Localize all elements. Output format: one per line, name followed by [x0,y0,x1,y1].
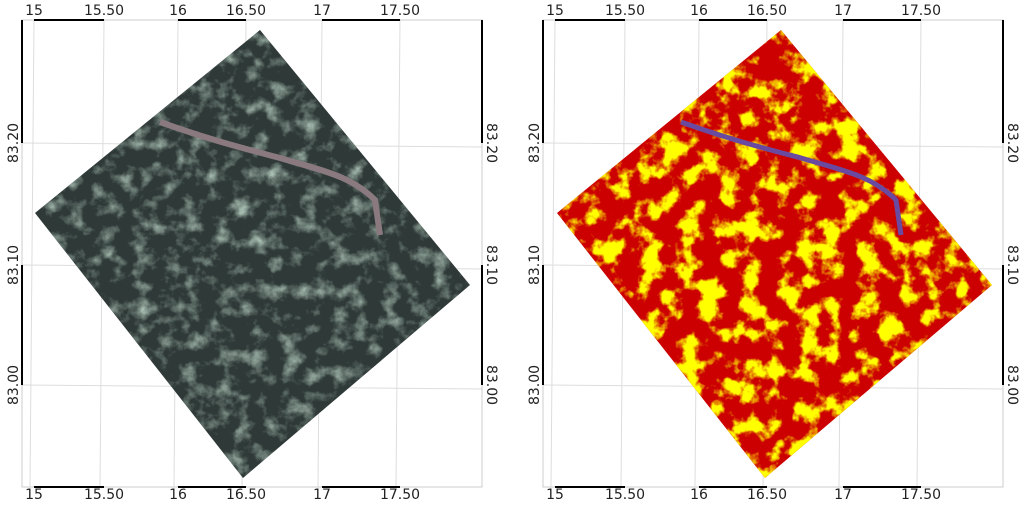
lon-label: 16.50 [747,487,787,503]
lon-label: 15.50 [605,487,645,503]
map-frame [542,19,1004,488]
lat-label: 83.00 [1004,365,1020,405]
lat-label: 83.20 [483,123,499,163]
graticule [550,19,556,488]
lat-label: 83.10 [6,245,22,285]
lon-label: 15 [546,3,564,19]
lon-label: 16 [690,3,708,19]
lat-label: 83.20 [1004,123,1020,163]
lat-label: 83.00 [483,365,499,405]
lon-label: 17 [834,3,852,19]
lat-label: 83.10 [527,245,543,285]
lat-label: 83.20 [6,123,22,163]
lon-label: 15.50 [84,487,124,503]
lat-label: 83.00 [6,365,22,405]
map-frame [21,19,483,488]
class-texture [557,30,992,478]
lon-label: 17.50 [901,3,941,19]
river [158,119,383,236]
lon-label: 15 [546,487,564,503]
lon-label: 17 [834,487,852,503]
lon-label: 17.50 [380,487,420,503]
river [680,119,904,236]
lon-label: 15 [25,487,43,503]
lon-label: 17.50 [901,487,941,503]
lon-label: 15.50 [84,3,124,19]
graticule [29,19,35,488]
lon-label: 15 [25,3,43,19]
lon-label: 15.50 [605,3,645,19]
lat-label: 83.10 [1004,245,1020,285]
lon-label: 17.50 [380,3,420,19]
lon-label: 17 [313,3,331,19]
image-texture [35,30,470,478]
lat-label: 83.10 [483,245,499,285]
lon-label: 16 [169,3,187,19]
lon-label: 16.50 [226,487,266,503]
lat-label: 83.20 [527,123,543,163]
lon-label: 17 [313,487,331,503]
lon-label: 16 [690,487,708,503]
lon-label: 16 [169,487,187,503]
lat-label: 83.00 [527,365,543,405]
lon-label: 16.50 [747,3,787,19]
lon-label: 16.50 [226,3,266,19]
